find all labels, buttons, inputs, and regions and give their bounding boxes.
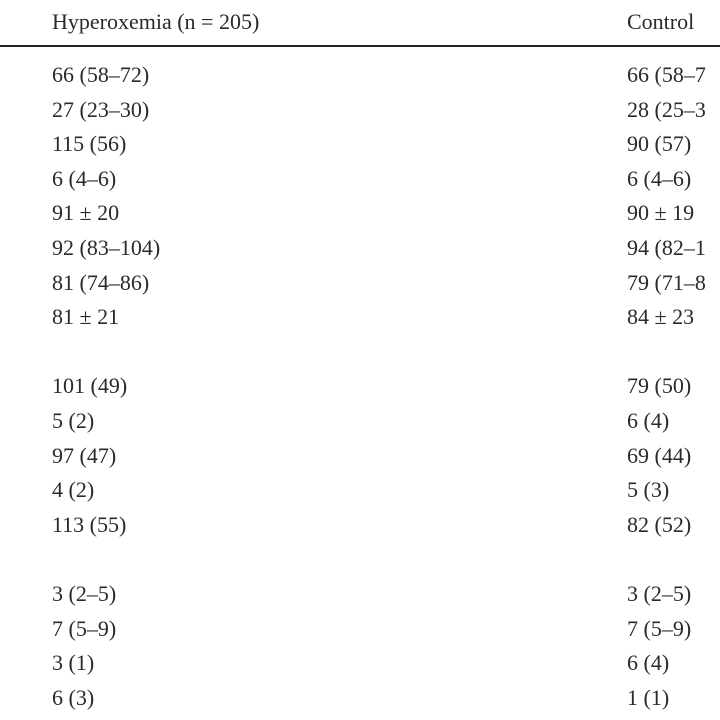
table-cell: 28 (25–3 [627,96,706,122]
table-cell: 1 (1) [627,684,670,710]
table-cell: 81 (74–86) [52,269,150,295]
table-cell: 3 (2–5) [627,581,692,606]
table-cell: 79 (71–8 [627,269,706,295]
table-cell: 115 (56) [52,131,127,157]
table-cell: 3 (2–5) [52,581,117,606]
table-cell: 82 (52) [627,511,692,537]
table-cell: 6 (3) [52,684,95,710]
table-cell: 66 (58–72) [52,62,150,87]
table-cell: 69 (44) [627,442,692,468]
table-cell: 7 (5–9) [627,615,692,641]
table-cell: 91 ± 20 [52,200,120,226]
table-cell: 5 (3) [627,477,670,503]
table-cell: 79 (50) [627,373,692,399]
table-cell: 3 (1) [52,650,95,676]
table-cell: 94 (82–1 [627,235,706,260]
table-cell: 97 (47) [52,442,117,468]
table-cell: 113 (55) [52,511,127,537]
table-cell: 6 (4) [627,408,670,433]
table-cell: 27 (23–30) [52,96,150,122]
header-rule [0,45,720,47]
table-cell: 5 (2) [52,408,95,433]
table-cell: 90 ± 19 [627,200,695,226]
table-cell: 7 (5–9) [52,615,117,641]
table-cell: 66 (58–7 [627,62,706,87]
table-cell: 6 (4–6) [627,165,692,191]
table-cell: 81 ± 21 [52,304,120,330]
table-cell: 92 (83–104) [52,235,161,260]
column-header: Control [627,9,695,34]
column-header: Hyperoxemia (n = 205) [52,9,260,34]
table-cell: 6 (4–6) [52,165,117,191]
table-cell: 101 (49) [52,373,128,399]
table-cell: 90 (57) [627,131,692,157]
table-cell: 6 (4) [627,650,670,676]
table-cell: 4 (2) [52,477,95,503]
table-cell: 84 ± 23 [627,304,695,330]
